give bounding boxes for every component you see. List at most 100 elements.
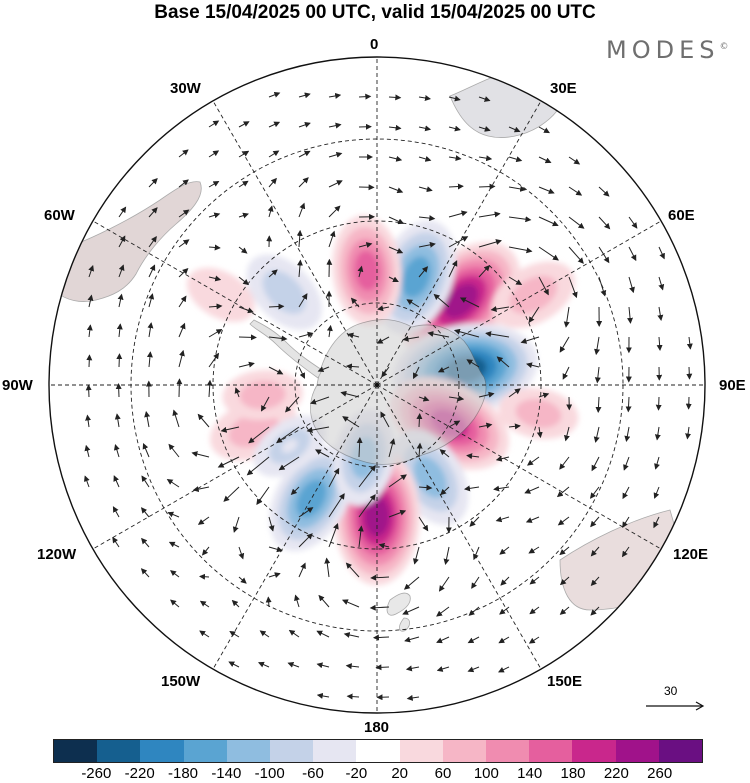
wind-arrow: [508, 156, 523, 163]
wind-arrow: [622, 516, 630, 528]
wind-arrow: [467, 666, 480, 673]
wind-arrow: [628, 216, 638, 229]
wind-arrow: [380, 411, 390, 428]
wind-arrow: [168, 541, 180, 548]
wind-arrow: [268, 121, 281, 128]
wind-arrow: [317, 366, 330, 373]
meridian-line: [92, 220, 378, 386]
wind-arrow: [498, 636, 510, 644]
colorbar-tick-label: -100: [254, 765, 285, 782]
wind-arrow: [654, 426, 661, 441]
wind-arrow: [372, 634, 390, 641]
wind-arrow: [83, 475, 90, 488]
wind-arrow: [590, 516, 600, 528]
wind-arrow: [316, 692, 330, 699]
wind-arrow: [328, 493, 345, 518]
wind-arrow: [499, 606, 510, 615]
wind-arrow: [288, 629, 300, 638]
wind-arrow: [228, 661, 240, 668]
wind-arrow: [309, 396, 330, 405]
wind-arrow: [238, 576, 247, 584]
colorbar-tick-label: -140: [211, 765, 242, 782]
wind-arrow: [167, 511, 180, 518]
wind-arrow: [178, 149, 189, 158]
wind-arrow: [306, 426, 330, 433]
colorbar-swatch: [356, 740, 400, 762]
wind-arrow: [115, 383, 122, 398]
wind-arrow: [658, 246, 665, 260]
wind-arrow: [448, 210, 468, 218]
wind-arrow: [525, 516, 540, 523]
wind-arrow: [328, 122, 342, 129]
wind-arrow: [208, 180, 220, 188]
wind-arrow: [624, 426, 631, 442]
wind-arrow: [231, 599, 240, 608]
wind-arrow: [436, 636, 450, 644]
wind-arrow: [318, 594, 330, 608]
wind-arrow: [328, 230, 336, 248]
wind-arrow: [559, 336, 570, 353]
anomaly-core: [281, 439, 298, 453]
graticule: [49, 57, 705, 713]
wind-arrow: [238, 246, 248, 254]
wind-arrow: [557, 516, 570, 526]
colorbar-swatch: [183, 740, 227, 762]
colorbar-labels: -260 -220 -180 -140 -100 -60 -20 20 60 100 140 180 2…: [0, 765, 750, 783]
wind-arrow: [685, 426, 692, 440]
wind-arrow: [388, 246, 404, 254]
wind-arrow: [148, 177, 158, 188]
anomaly-core: [244, 423, 264, 437]
vector-reference: 30: [646, 684, 706, 714]
wind-arrow: [464, 485, 480, 492]
meridian-line: [376, 384, 662, 550]
wind-arrow: [285, 396, 300, 413]
wind-arrow: [378, 542, 390, 549]
anomaly-field: [186, 215, 579, 586]
wind-arrow: [268, 516, 275, 532]
wind-arrow: [478, 239, 502, 248]
wind-arrow: [178, 239, 190, 248]
lon-label-30w: 30W: [170, 80, 201, 97]
wind-arrow: [265, 596, 272, 608]
colorbar-swatch: [399, 740, 443, 762]
wind-arrow: [208, 244, 221, 251]
wind-arrow: [388, 438, 396, 458]
wind-arrow: [468, 606, 480, 616]
wind-arrow: [86, 354, 93, 368]
wind-arrow: [439, 449, 450, 458]
wind-arrow: [148, 264, 156, 278]
wind-arrow: [448, 395, 465, 402]
wind-arrow: [268, 150, 280, 158]
wind-arrow: [418, 156, 432, 162]
wind-arrow: [199, 573, 210, 580]
lon-label-0: 0: [370, 36, 379, 53]
lon-label-60w: 60W: [44, 207, 75, 224]
lon-label-150w: 150W: [161, 673, 201, 690]
wind-arrow: [416, 442, 423, 458]
wind-arrow: [495, 455, 510, 462]
wind-arrow: [556, 486, 570, 498]
wind-arrow: [538, 246, 559, 261]
wind-arrow: [621, 546, 630, 558]
wind-arrow: [500, 576, 510, 586]
wind-arrow: [208, 328, 223, 338]
wind-arrow: [370, 574, 390, 581]
wind-arrow: [328, 522, 339, 548]
wind-arrow: [223, 486, 240, 502]
wind-arrow: [623, 456, 630, 471]
colorbar-swatch: [270, 740, 314, 762]
anomaly-core: [253, 389, 272, 401]
wind-arrow: [598, 186, 610, 197]
wind-arrow: [563, 426, 570, 442]
wind-arrow: [438, 576, 450, 592]
wind-arrow: [140, 507, 150, 518]
wind-arrow: [345, 663, 360, 670]
wind-arrow: [315, 449, 330, 458]
wind-arrow: [199, 600, 210, 608]
wind-arrow: [116, 323, 123, 338]
wind-arrow: [568, 276, 578, 299]
wind-arrow: [686, 336, 693, 350]
wind-arrow: [148, 235, 157, 248]
wind-arrow: [358, 465, 376, 488]
wind-arrow: [536, 426, 543, 439]
